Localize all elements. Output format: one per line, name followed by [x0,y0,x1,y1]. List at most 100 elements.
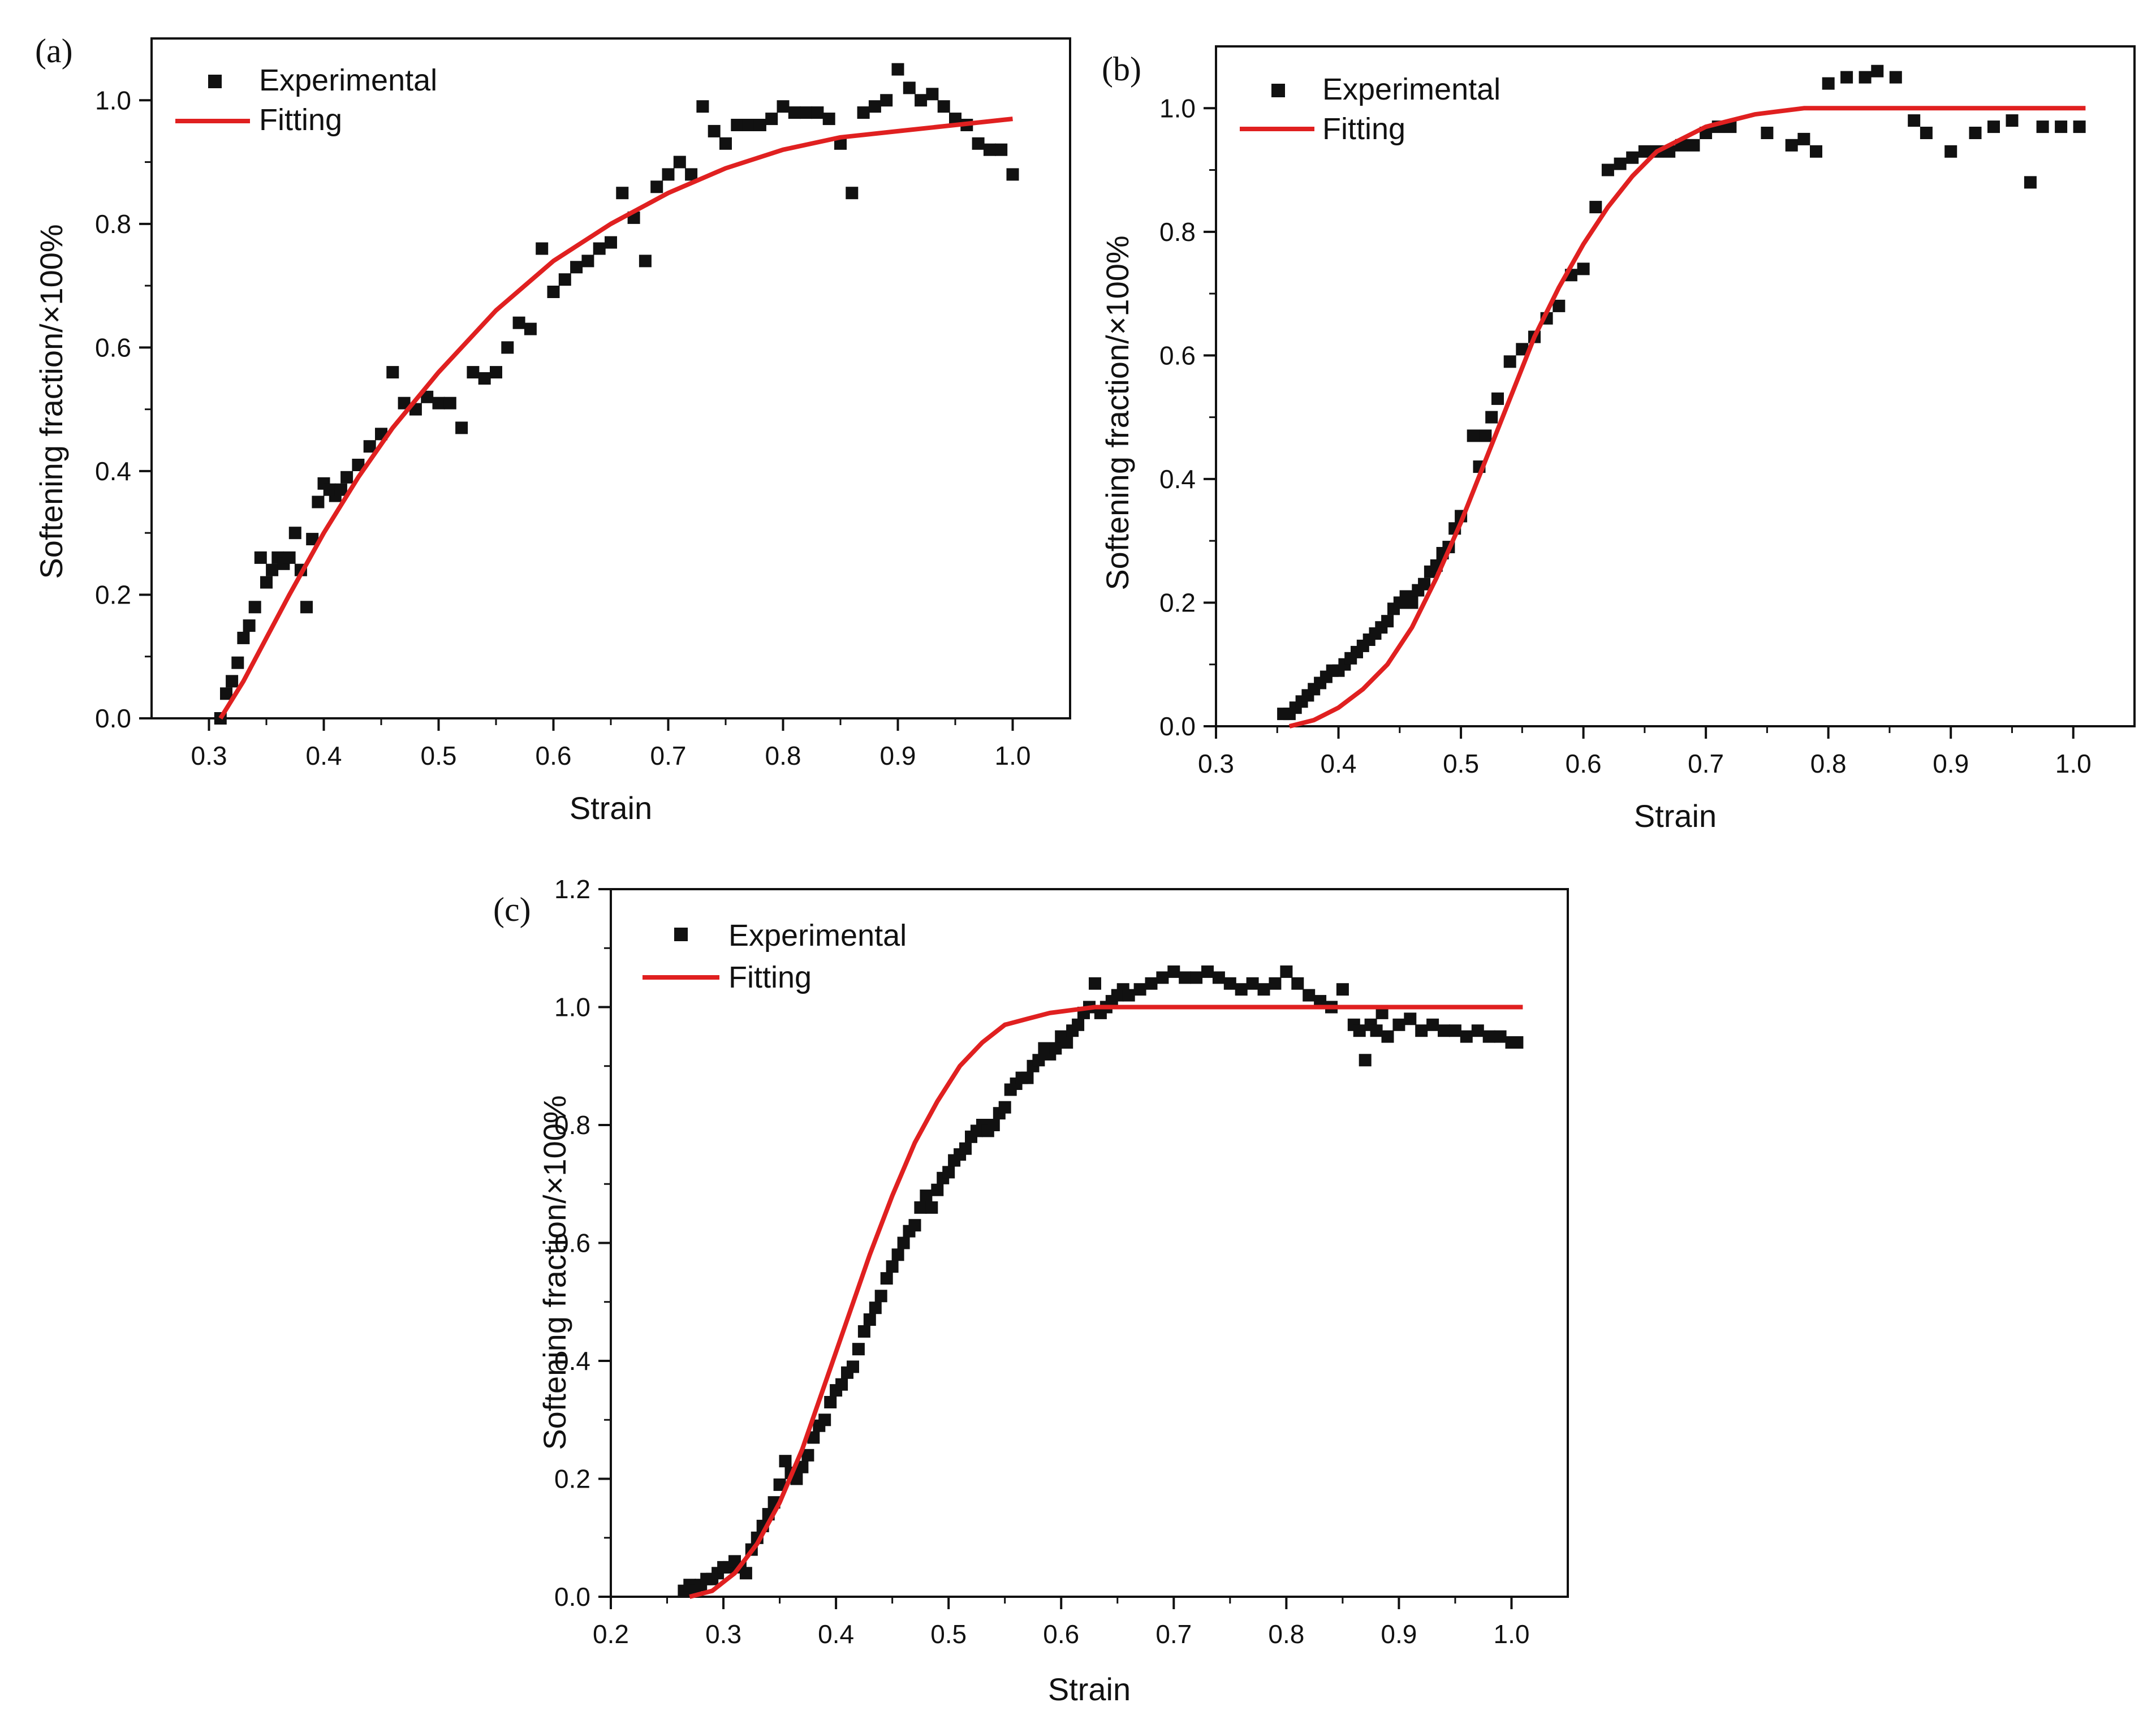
chart-a-point [512,316,525,329]
chart-a-point [937,100,950,113]
chart-b-point [1485,411,1498,424]
chart-a-xlabel: Strain [570,790,652,826]
panel-label-b: (b) [1102,50,1141,88]
chart-a-axes: 0.3 0.4 0.5 0.6 0.7 0.8 0.9 1.0 0.0 0.2 0.4 0.6 0.8 1… [95,37,1071,770]
chart-b-point [2024,176,2037,189]
chart-c-point [1370,1024,1383,1037]
chart-c-point [1280,965,1293,978]
panel-label-c: (c) [493,891,531,928]
chart-c-point [1426,1018,1439,1031]
chart-b-point [1601,163,1614,176]
chart-a-point [340,471,353,484]
chart-c-point [739,1567,752,1580]
chart-c-point [1511,1036,1524,1049]
chart-b-point [1761,127,1774,139]
chart-a-point [719,137,732,150]
chart-a-xtick-label: 0.5 [421,741,457,770]
chart-a-legend: Experimental Fitting [175,63,437,137]
panel-label-a: (a) [35,32,73,70]
chart-a-point [811,106,824,119]
chart-a-xtick-label: 0.4 [306,741,342,770]
chart-a-point [478,372,491,385]
chart-a-point [949,113,961,126]
chart-b-point [2006,114,2019,127]
chart-a-point [972,137,985,150]
chart-a-point [731,119,744,131]
chart-a-point [742,119,755,131]
chart-b-point [1810,145,1822,158]
chart-c-point [835,1378,848,1391]
chart-b-ytick-label: 0.8 [1159,217,1196,247]
chart-a-point [868,100,881,113]
chart-c-point [1122,989,1135,1002]
chart-c-ytick-label: 1.0 [554,993,590,1022]
chart-c-point [1021,1071,1034,1084]
chart-c-point [1223,977,1236,990]
chart-c-point [1072,1018,1085,1031]
chart-b-xtick-label: 0.5 [1443,749,1479,778]
chart-c-axes: 0.2 0.3 0.4 0.5 0.6 0.7 0.8 0.9 1.00.00.20.40.60… [554,874,1569,1649]
chart-c-point [1415,1024,1428,1037]
chart-c-point [1314,995,1327,1008]
chart-c-point [1049,1042,1062,1055]
chart-a-point [467,366,480,379]
panel-b: (b) 0.3 0.4 0.5 0.6 0.7 0.8 0.9 1.0 0.0 0.2 0.4 0.6… [1099,45,2136,834]
chart-c-xtick-label: 0.6 [1043,1619,1079,1649]
chart-b-ytick-label: 0.4 [1159,464,1196,494]
chart-c-point [801,1449,814,1462]
chart-a-point [306,533,319,546]
legend-c-experimental-marker [674,928,688,941]
chart-b-ytick-label: 0.0 [1159,712,1196,741]
chart-b-xlabel: Strain [1634,798,1717,834]
chart-c-point [1359,1054,1372,1067]
chart-c-ytick-label: 0.4 [554,1346,590,1376]
chart-a-point [501,341,514,354]
chart-b-point [1553,299,1566,312]
chart-b-plot [1277,64,2086,729]
chart-b-point [2055,120,2068,133]
chart-c-point [818,1413,831,1426]
chart-b-xtick-label: 1.0 [2055,749,2092,778]
chart-a-point [490,366,502,379]
chart-b-point [1467,429,1480,442]
chart-c-point [1303,989,1316,1002]
chart-c-point [1438,1024,1450,1037]
chart-c-point [1375,1006,1389,1019]
chart-a-ytick-label: 0.6 [95,333,131,362]
chart-c-point [1145,977,1158,990]
chart-b-xtick-label: 0.8 [1810,749,1847,778]
chart-c-point [852,1343,865,1356]
chart-a-point [220,687,232,700]
chart-b-ytick-label: 0.6 [1159,341,1196,370]
chart-b-xtick-label: 0.3 [1198,749,1234,778]
chart-c-xtick-label: 1.0 [1493,1619,1529,1649]
chart-a-point [593,242,606,255]
chart-b-point [1969,127,1982,139]
chart-a-point [846,187,859,200]
chart-c-xtick-label: 0.7 [1155,1619,1192,1649]
chart-a-plot [214,63,1019,725]
chart-c-point [1179,971,1192,984]
chart-a-ytick-label: 0.2 [95,580,131,609]
chart-b-point [1920,127,1933,139]
legend-b-fitting-label: Fitting [1322,112,1405,146]
chart-c-point [1089,977,1101,990]
chart-a-point [777,100,790,113]
chart-a-point [662,168,675,181]
chart-a-point [254,551,267,564]
chart-c-point [824,1396,837,1408]
chart-c-point [908,1219,921,1232]
chart-a-point [226,675,239,688]
chart-c-point [1201,965,1214,978]
chart-c-point [920,1189,933,1203]
chart-a-point [788,106,801,119]
chart-c-ytick-label: 0.8 [554,1110,590,1140]
chart-c-point [998,1101,1011,1114]
chart-c-point [1269,977,1282,990]
chart-b-axes: 0.3 0.4 0.5 0.6 0.7 0.8 0.9 1.0 0.0 0.2 0.4 0.6 0.8 1… [1159,45,2136,778]
chart-c-point [1167,965,1180,978]
legend-b-experimental-marker [1271,84,1285,97]
chart-c-point [987,1119,1000,1131]
chart-c-point [942,1166,955,1179]
legend-a-experimental-label: Experimental [259,63,437,97]
